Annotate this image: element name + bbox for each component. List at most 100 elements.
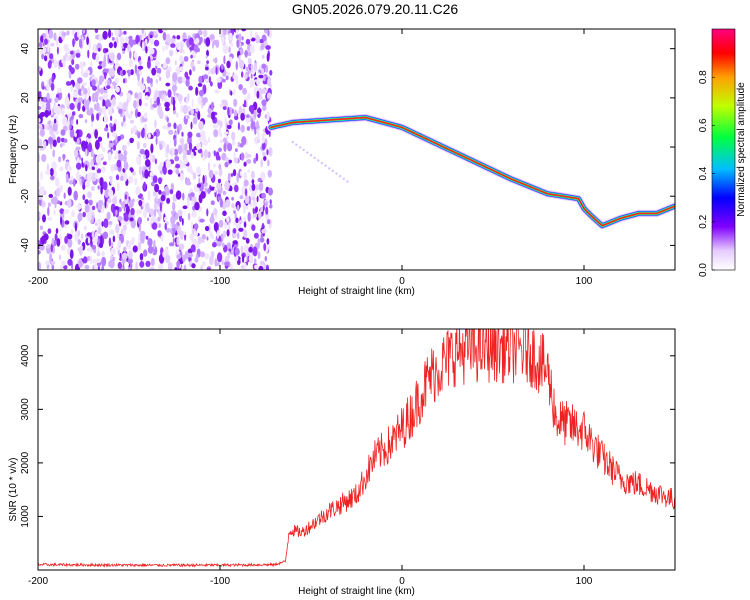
noise-blob [143, 249, 148, 257]
noise-blob [95, 258, 101, 263]
noise-blob [167, 262, 173, 270]
noise-blob [261, 136, 265, 144]
colorbar-gradient [711, 28, 736, 271]
noise-blob [139, 148, 145, 155]
noise-blob [214, 258, 218, 267]
noise-blob [131, 126, 137, 134]
noise-blob [268, 147, 273, 157]
noise-blob [122, 50, 126, 55]
noise-blob [119, 201, 126, 206]
noise-blob [122, 252, 128, 260]
noise-blob [177, 209, 183, 217]
noise-blob [92, 258, 97, 264]
noise-blob [230, 42, 233, 47]
noise-blob [124, 36, 129, 43]
noise-blob [144, 159, 151, 168]
noise-blob [240, 112, 245, 121]
noise-blob [144, 95, 149, 100]
noise-blob [158, 189, 162, 195]
noise-blob [159, 202, 162, 212]
noise-blob [164, 185, 169, 192]
noise-blob [87, 142, 93, 153]
noise-blob [109, 220, 113, 225]
noise-blob [50, 243, 53, 253]
noise-blob [204, 174, 208, 183]
noise-blob [190, 54, 193, 59]
noise-blob [190, 121, 193, 130]
noise-blob [173, 137, 177, 147]
noise-blob [158, 223, 161, 229]
noise-blob [243, 161, 247, 167]
noise-blob [249, 44, 255, 54]
noise-blob [241, 71, 244, 78]
noise-blob [129, 50, 132, 59]
y-tick-label: 20 [20, 92, 31, 104]
noise-blob [170, 96, 174, 105]
noise-blob [117, 215, 123, 221]
noise-blob [253, 232, 259, 239]
noise-blob [90, 255, 93, 265]
noise-blob [105, 48, 109, 53]
noise-blob [206, 208, 209, 217]
noise-blob [72, 38, 75, 48]
sidelobe-dot [317, 159, 320, 162]
noise-blob [149, 171, 154, 177]
noise-blob [122, 224, 127, 231]
noise-blob [202, 97, 206, 106]
noise-blob [87, 191, 92, 199]
x-tick-label: -200 [28, 276, 48, 287]
noise-blob [52, 196, 58, 204]
noise-blob [187, 252, 193, 258]
noise-blob [84, 203, 90, 213]
noise-blob [56, 46, 59, 55]
noise-blob [207, 137, 211, 143]
noise-blob [45, 169, 51, 175]
noise-blob [98, 33, 102, 42]
noise-blob [39, 112, 46, 117]
noise-blob [117, 135, 122, 142]
noise-blob [208, 224, 211, 233]
noise-blob [123, 246, 127, 252]
noise-blob [179, 173, 185, 181]
noise-blob [130, 168, 134, 173]
noise-blob [54, 97, 59, 103]
noise-blob [137, 217, 143, 225]
noise-blob [137, 91, 143, 102]
noise-blob [179, 243, 185, 250]
noise-blob [228, 222, 231, 231]
noise-blob [172, 237, 175, 245]
noise-blob [55, 105, 62, 116]
noise-blob [143, 181, 147, 191]
ridge-band [269, 115, 675, 228]
noise-blob [201, 104, 204, 109]
noise-blob [115, 209, 118, 216]
noise-blob [88, 39, 91, 50]
noise-blob [137, 65, 144, 70]
x-tick-label: -200 [28, 576, 48, 587]
sidelobe-dot [335, 172, 338, 175]
noise-blob [62, 116, 68, 127]
noise-blob [237, 204, 240, 210]
noise-blob [224, 161, 229, 168]
noise-blob [78, 113, 84, 119]
noise-blob [246, 114, 250, 118]
sidelobe-dot [298, 146, 302, 149]
noise-blob [140, 205, 143, 210]
noise-blob [110, 126, 114, 133]
noise-blob [261, 192, 266, 199]
noise-blob [110, 115, 113, 121]
noise-blob [184, 157, 188, 165]
noise-blob [187, 198, 190, 209]
noise-blob [140, 175, 144, 180]
noise-blob [97, 65, 103, 70]
noise-blob [222, 106, 227, 110]
noise-blob [236, 172, 239, 183]
noise-blob [92, 85, 97, 91]
noise-blob [39, 212, 42, 218]
noise-blob [46, 163, 50, 171]
noise-blob [45, 245, 51, 249]
noise-blob [128, 175, 134, 184]
noise-blob [122, 154, 127, 163]
noise-blob [123, 30, 127, 35]
